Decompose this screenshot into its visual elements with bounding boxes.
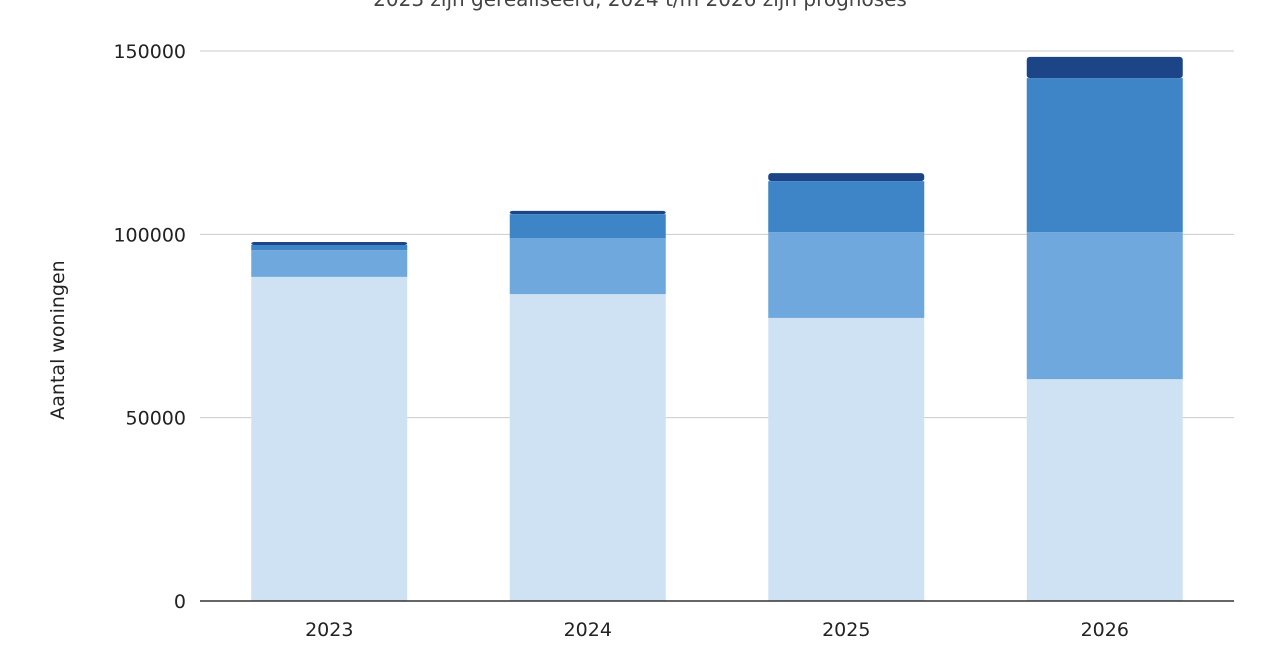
bar-segment	[251, 242, 408, 245]
bar-segment	[1026, 379, 1183, 601]
y-tick-label: 0	[174, 591, 186, 613]
bar-segment	[768, 173, 925, 182]
bar-segment	[1026, 78, 1183, 233]
y-tick-label: 50000	[126, 408, 186, 430]
bar-segment	[509, 214, 666, 238]
bar-segment	[768, 317, 925, 601]
bar-segment	[1026, 56, 1183, 79]
bar-segment	[509, 210, 666, 215]
bar-segment	[251, 250, 408, 277]
chart-subtitle: 2023 zijn gerealiseerd, 2024 t/m 2026 zi…	[0, 0, 1280, 11]
x-tick-label: 2026	[1081, 619, 1129, 641]
bar-segment	[251, 244, 408, 251]
x-tick-label: 2025	[822, 619, 870, 641]
bar-segment	[1026, 232, 1183, 380]
bar-segment	[251, 276, 408, 601]
bar-segment	[509, 294, 666, 601]
bar-segment	[768, 181, 925, 233]
y-tick-label: 100000	[113, 224, 186, 246]
x-tick-label: 2023	[305, 619, 353, 641]
bar-segment	[768, 232, 925, 318]
y-tick-label: 150000	[113, 41, 186, 63]
x-tick-label: 2024	[564, 619, 612, 641]
bar-segment	[509, 238, 666, 295]
